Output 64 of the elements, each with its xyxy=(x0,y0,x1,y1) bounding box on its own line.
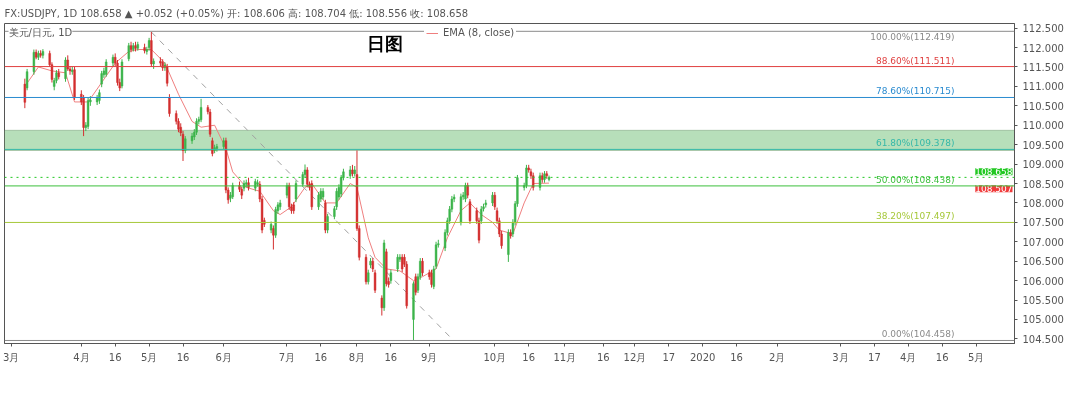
ref-line-label: 0.00%(104.458) xyxy=(881,329,955,340)
ref-line-label: 61.80%(109.378) xyxy=(875,138,955,149)
x-tick-label: 17 xyxy=(662,351,676,363)
candlestick xyxy=(272,224,275,251)
y-tick-label: 107.500 xyxy=(1022,217,1064,229)
x-tick-label: 16 xyxy=(108,351,122,363)
x-tick-label: 3月 xyxy=(832,351,849,363)
ref-line-label: 108.658 xyxy=(975,167,1013,178)
candlestick xyxy=(127,42,130,62)
y-tick-label: 111.500 xyxy=(1022,62,1064,73)
x-tick-label: 5月 xyxy=(140,351,158,363)
candlestick xyxy=(168,93,171,118)
y-tick-label: 111.000 xyxy=(1022,81,1064,93)
y-tick-label: 105.000 xyxy=(1022,314,1064,326)
annotation: 108.507 xyxy=(975,184,1013,195)
x-tick-label: 10月 xyxy=(483,351,507,363)
candlestick xyxy=(23,78,26,109)
y-tick-label: 109.000 xyxy=(1022,159,1064,171)
y-tick-label: 109.500 xyxy=(1022,139,1064,151)
y-tick-label: 108.500 xyxy=(1022,178,1064,190)
y-tick-label: 108.000 xyxy=(1022,197,1064,209)
y-tick-label: 110.500 xyxy=(1022,100,1064,112)
legend-label: EMA (8, close) xyxy=(443,27,515,38)
x-tick-label: 3月 xyxy=(3,351,20,363)
x-tick-label: 4月 xyxy=(73,351,90,363)
chart-subtitle: 美元/日元, 1D xyxy=(8,26,73,38)
y-tick-label: 112.000 xyxy=(1022,42,1064,54)
y-tick-label: 110.000 xyxy=(1022,120,1064,132)
x-tick-label: 17 xyxy=(868,351,881,363)
x-tick-label: 16 xyxy=(522,351,536,363)
ref-line-label: 78.60%(110.715) xyxy=(875,86,955,97)
x-tick-label: 16 xyxy=(596,351,610,363)
candlestick xyxy=(468,198,472,225)
x-tick-label: 16 xyxy=(384,351,398,363)
x-tick-label: 8月 xyxy=(348,351,366,363)
candlestick xyxy=(208,108,212,138)
x-tick-label: 12月 xyxy=(623,351,647,363)
y-tick-label: 104.500 xyxy=(1022,333,1064,345)
y-tick-label: 105.500 xyxy=(1022,295,1064,306)
x-tick-label: 16 xyxy=(176,351,190,363)
y-tick-label: 106.500 xyxy=(1022,256,1064,268)
x-tick-label: 2020 xyxy=(689,351,716,363)
x-tick-label: 5月 xyxy=(967,351,985,363)
y-tick-label: 106.000 xyxy=(1022,275,1064,287)
candlestick xyxy=(166,63,169,87)
text: 日图 xyxy=(366,32,403,54)
x-tick-label: 16 xyxy=(730,351,743,363)
x-tick-label: 16 xyxy=(935,351,949,363)
candlestick xyxy=(25,68,29,91)
ref-line-label: 100.00%(112.419) xyxy=(870,32,955,43)
x-tick-label: 11月 xyxy=(553,351,577,363)
x-tick-label: 2月 xyxy=(769,351,786,363)
x-tick-label: 4月 xyxy=(900,351,917,363)
x-tick-label: 9月 xyxy=(421,351,438,363)
x-tick-label: 16 xyxy=(314,351,328,363)
y-tick-label: 112.500 xyxy=(1022,23,1064,35)
ref-line-label: 50.00%(108.438) xyxy=(875,174,955,185)
candlestick xyxy=(380,294,383,317)
x-tick-label: 7月 xyxy=(278,351,296,363)
text: FX:USDJPY, 1D 108.658 ▲ +0.052 (+0.05%) 开: 108.606 高: 108.704 低: 108.556 收: 108.658 xyxy=(4,7,469,19)
x-tick-label: 6月 xyxy=(215,351,232,363)
ref-line-label: 88.60%(111.511) xyxy=(875,55,955,66)
y-tick-label: 107.000 xyxy=(1022,236,1064,248)
ref-line-label: 38.20%(107.497) xyxy=(875,211,955,222)
